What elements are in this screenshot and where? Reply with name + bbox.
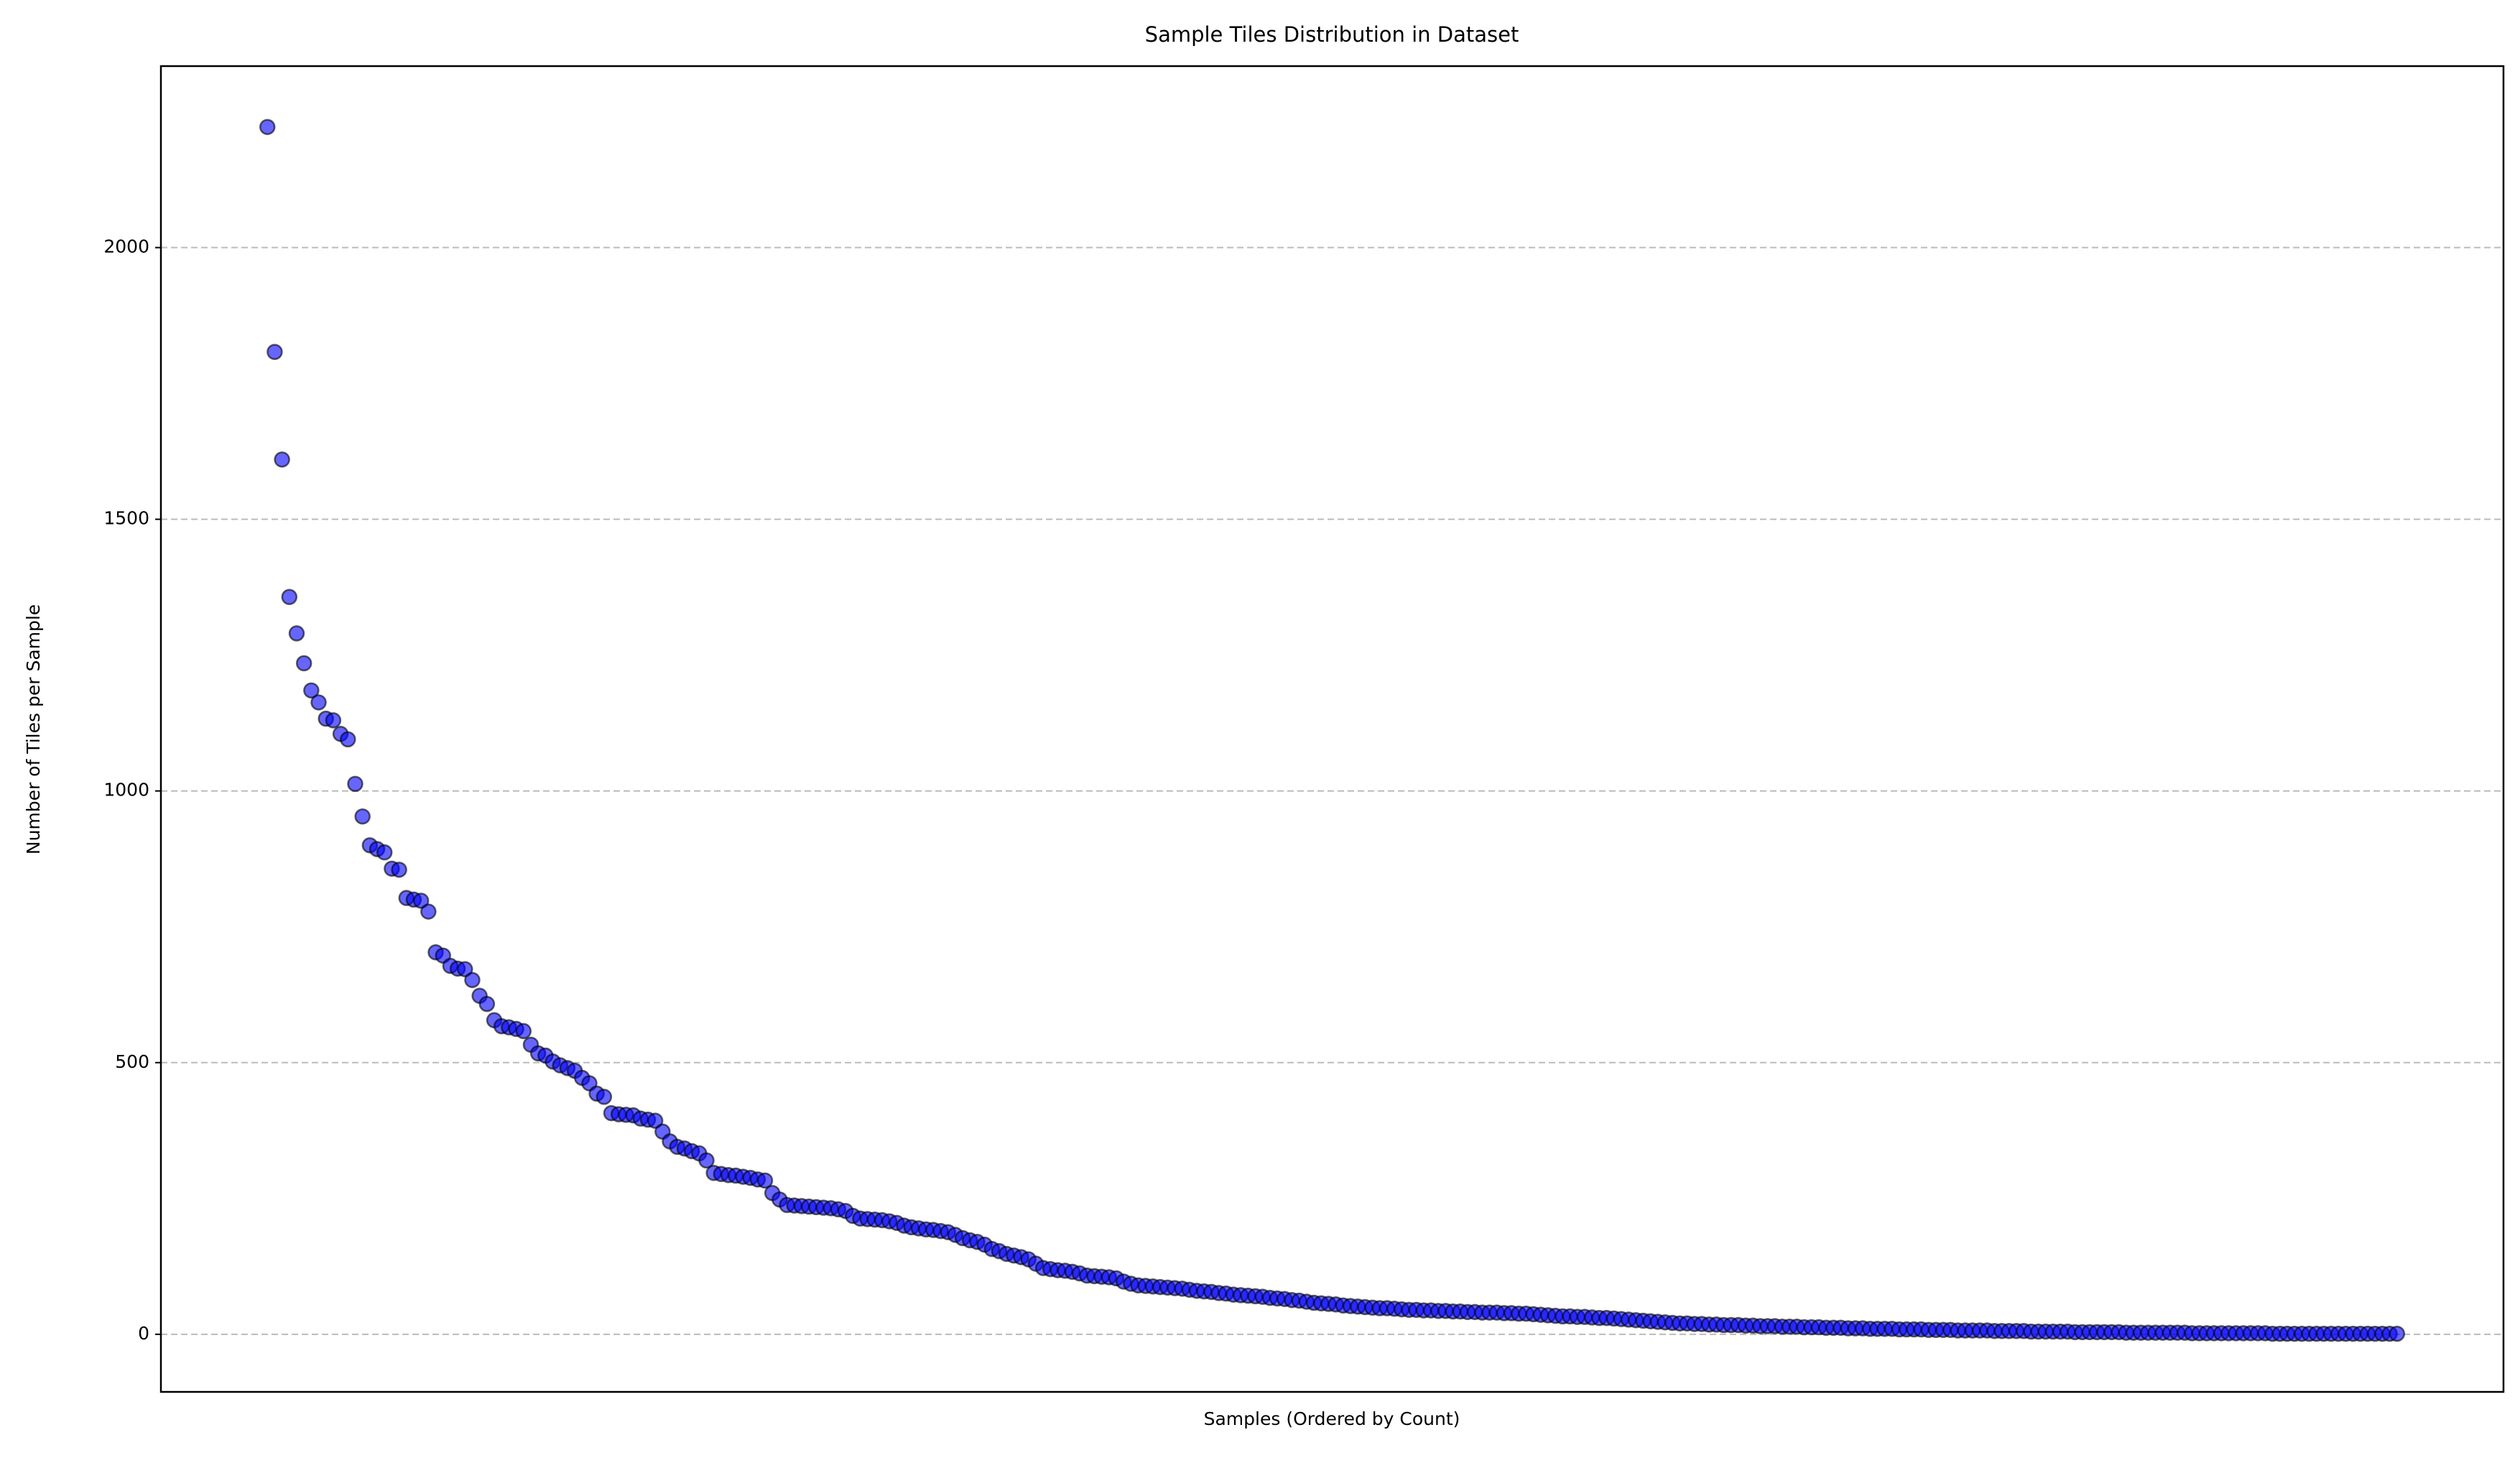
data-point (281, 589, 298, 606)
data-point (310, 694, 327, 711)
data-point (347, 775, 363, 793)
y-tick-label: 1000 (103, 780, 149, 800)
data-point (596, 1089, 613, 1105)
y-tick-label: 0 (138, 1323, 149, 1344)
data-point (274, 451, 290, 468)
x-axis-label: Samples (Ordered by Count) (1204, 1408, 1460, 1429)
data-point (267, 343, 283, 360)
data-point (288, 625, 305, 642)
data-point (295, 655, 312, 672)
chart-title: Sample Tiles Distribution in Dataset (1145, 22, 1519, 47)
data-point (420, 903, 437, 920)
data-point (457, 961, 473, 977)
data-point (515, 1023, 532, 1040)
data-point (391, 862, 407, 878)
data-point (478, 995, 496, 1012)
data-point (412, 892, 430, 909)
y-axis-label: Number of Tiles per Sample (23, 604, 44, 854)
data-point (303, 682, 320, 699)
data-point (325, 712, 342, 729)
data-point (756, 1172, 774, 1189)
data-point (647, 1112, 664, 1129)
y-tick-label: 2000 (103, 236, 149, 257)
data-point (698, 1152, 715, 1169)
data-point (464, 972, 481, 989)
y-tick-label: 1500 (103, 508, 149, 529)
y-tick-label: 500 (115, 1051, 149, 1072)
data-point (376, 844, 393, 861)
data-point (340, 731, 356, 748)
plot-frame (159, 65, 2505, 1393)
data-point (259, 119, 276, 135)
data-point (354, 808, 371, 825)
data-point (2389, 1325, 2406, 1342)
